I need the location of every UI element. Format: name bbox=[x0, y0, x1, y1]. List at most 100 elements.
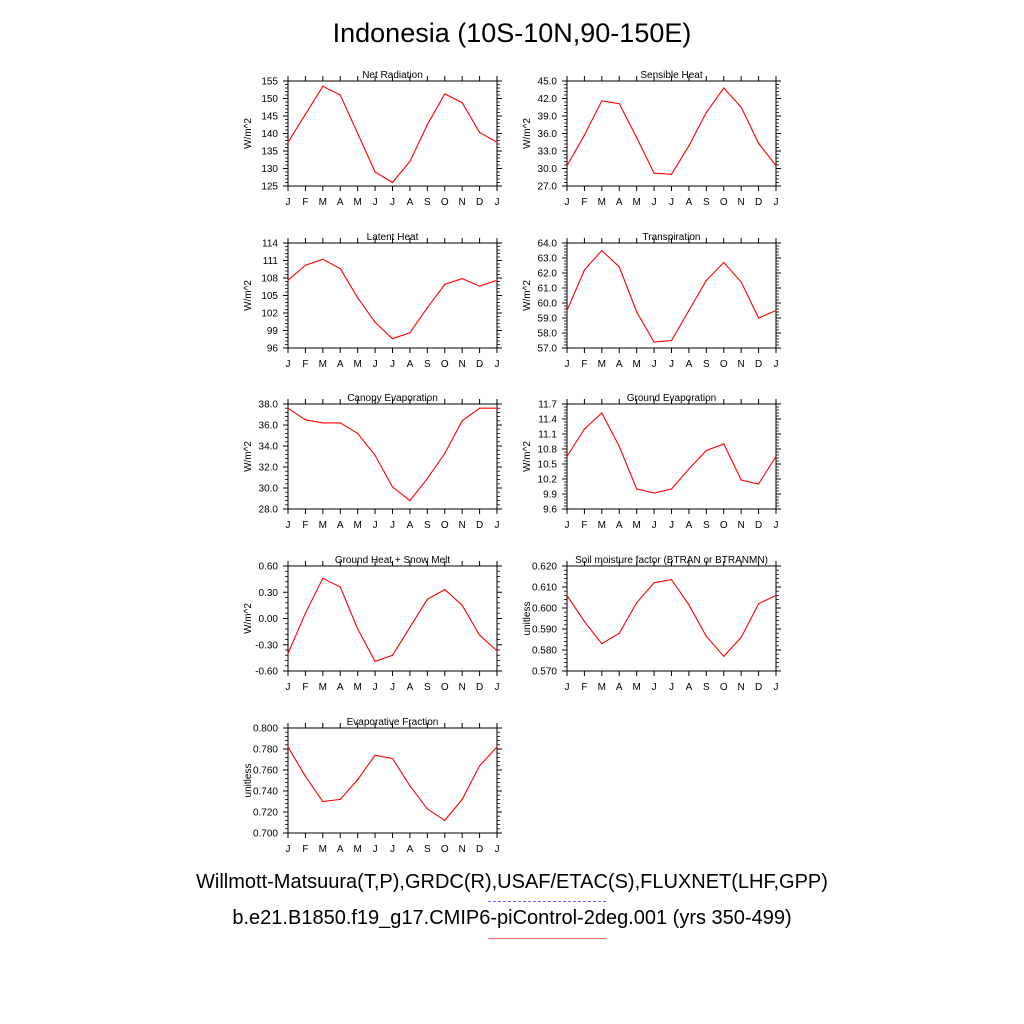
data-point bbox=[461, 102, 463, 104]
x-tick-label: D bbox=[476, 844, 483, 855]
data-point bbox=[444, 283, 446, 286]
data-point bbox=[670, 579, 673, 581]
y-tick-label: -0.60 bbox=[255, 667, 278, 678]
x-tick-label: J bbox=[495, 520, 500, 531]
panel-7: Soil moisture factor (BTRAN or BTRANMN) u… bbox=[522, 555, 781, 693]
data-point bbox=[723, 87, 725, 89]
panel-title: Latent Heat bbox=[367, 232, 419, 243]
data-point bbox=[478, 131, 481, 134]
x-tick-label: A bbox=[337, 520, 344, 531]
y-tick-label: 150 bbox=[261, 94, 278, 105]
plot-frame bbox=[566, 565, 777, 672]
panel-4: Canopy Evaporation W/m^2 28.0 30.0 32.0 34.0 3… bbox=[243, 393, 502, 531]
data-point bbox=[374, 754, 376, 756]
plot-frame bbox=[287, 403, 498, 510]
x-tick-label: M bbox=[598, 359, 606, 370]
panel-title: Evaporative Fraction bbox=[347, 717, 439, 728]
y-tick-label: 130 bbox=[261, 164, 278, 175]
y-axis-label: unitless bbox=[243, 764, 254, 798]
data-point bbox=[374, 321, 376, 323]
y-axis-label: W/m^2 bbox=[522, 441, 533, 472]
y-tick-label: 59.0 bbox=[538, 314, 558, 325]
x-tick-label: J bbox=[774, 682, 779, 693]
data-point bbox=[478, 634, 481, 636]
y-axis-label: W/m^2 bbox=[243, 280, 254, 311]
panel-title: Sensible Heat bbox=[640, 70, 702, 81]
data-point bbox=[636, 311, 638, 313]
x-tick-label: O bbox=[720, 359, 728, 370]
y-tick-label: 10.5 bbox=[538, 460, 558, 471]
data-point bbox=[636, 602, 638, 604]
x-tick-label: J bbox=[373, 844, 378, 855]
x-tick-label: M bbox=[319, 197, 327, 208]
x-tick-label: J bbox=[565, 359, 570, 370]
y-tick-label: 61.0 bbox=[538, 284, 558, 295]
x-tick-label: J bbox=[390, 359, 395, 370]
x-tick-label: J bbox=[373, 520, 378, 531]
data-point bbox=[618, 445, 620, 448]
x-tick-label: A bbox=[686, 359, 693, 370]
x-tick-label: D bbox=[755, 682, 762, 693]
data-point bbox=[583, 269, 586, 271]
y-tick-label: 96 bbox=[267, 344, 279, 355]
data-point bbox=[409, 500, 411, 502]
y-tick-label: 36.0 bbox=[538, 129, 558, 140]
x-tick-label: S bbox=[703, 520, 710, 531]
x-tick-label: J bbox=[495, 359, 500, 370]
x-tick-label: A bbox=[337, 682, 344, 693]
x-tick-label: J bbox=[495, 844, 500, 855]
y-tick-label: 58.0 bbox=[538, 329, 558, 340]
x-tick-label: J bbox=[373, 359, 378, 370]
panel-8: Evaporative Fraction unitless 0.700 0.720 0.… bbox=[243, 717, 502, 855]
figure-title: Indonesia (10S-10N,90-150E) bbox=[332, 18, 692, 48]
data-point bbox=[357, 778, 359, 781]
y-tick-label: 0.580 bbox=[532, 646, 557, 657]
data-point bbox=[496, 279, 498, 281]
y-tick-label: 0.570 bbox=[532, 667, 557, 678]
y-axis-label: W/m^2 bbox=[243, 603, 254, 634]
y-tick-label: 155 bbox=[261, 77, 278, 88]
data-point bbox=[304, 775, 307, 777]
x-tick-label: M bbox=[598, 682, 606, 693]
x-tick-label: D bbox=[476, 359, 483, 370]
data-point bbox=[322, 577, 324, 579]
y-tick-label: 0.600 bbox=[532, 604, 557, 615]
x-tick-label: M bbox=[353, 359, 361, 370]
data-point bbox=[705, 635, 707, 637]
data-point bbox=[426, 598, 428, 600]
y-tick-label: 0.60 bbox=[259, 562, 279, 573]
x-tick-label: O bbox=[441, 844, 449, 855]
x-tick-label: N bbox=[459, 520, 466, 531]
data-point bbox=[426, 808, 428, 810]
plot-frame bbox=[287, 727, 498, 834]
data-point bbox=[409, 626, 411, 628]
x-tick-label: M bbox=[353, 844, 361, 855]
data-point bbox=[478, 285, 481, 287]
y-tick-label: 99 bbox=[267, 326, 279, 337]
x-tick-label: J bbox=[373, 682, 378, 693]
x-tick-label: A bbox=[686, 682, 693, 693]
x-tick-label: M bbox=[598, 520, 606, 531]
x-tick-label: M bbox=[353, 520, 361, 531]
data-point bbox=[757, 603, 760, 605]
data-point bbox=[618, 266, 620, 268]
data-point bbox=[478, 765, 481, 767]
x-tick-label: J bbox=[565, 520, 570, 531]
y-tick-label: 32.0 bbox=[259, 463, 279, 474]
x-tick-label: J bbox=[286, 520, 291, 531]
x-tick-label: J bbox=[286, 682, 291, 693]
x-tick-label: N bbox=[738, 359, 745, 370]
series-line bbox=[287, 258, 498, 340]
y-tick-label: 28.0 bbox=[259, 505, 279, 516]
y-tick-label: 0.610 bbox=[532, 583, 557, 594]
x-tick-label: F bbox=[581, 682, 587, 693]
x-tick-label: A bbox=[407, 682, 414, 693]
x-tick-label: F bbox=[302, 520, 308, 531]
y-axis-label: unitless bbox=[522, 602, 533, 636]
data-point bbox=[444, 452, 446, 454]
data-point bbox=[322, 422, 324, 424]
data-point bbox=[618, 632, 620, 634]
panel-title: Soil moisture factor (BTRAN or BTRANMN) bbox=[575, 555, 768, 566]
x-tick-label: J bbox=[286, 844, 291, 855]
